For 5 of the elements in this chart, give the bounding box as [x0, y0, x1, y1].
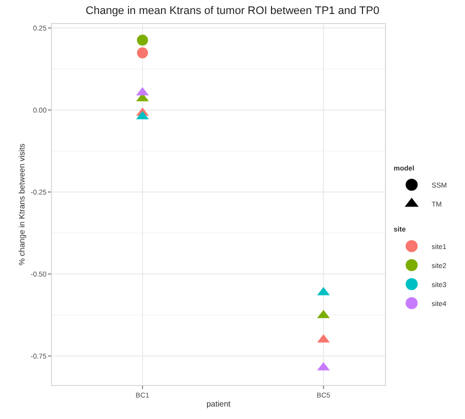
point [136, 47, 148, 58]
x-axis-title: patient [206, 400, 232, 408]
chart-title: Change in mean Ktrans of tumor ROI between TP1 and TP0 [86, 4, 380, 17]
point [136, 34, 148, 46]
y-axis-title: % change in Ktrans between visits [17, 144, 26, 266]
